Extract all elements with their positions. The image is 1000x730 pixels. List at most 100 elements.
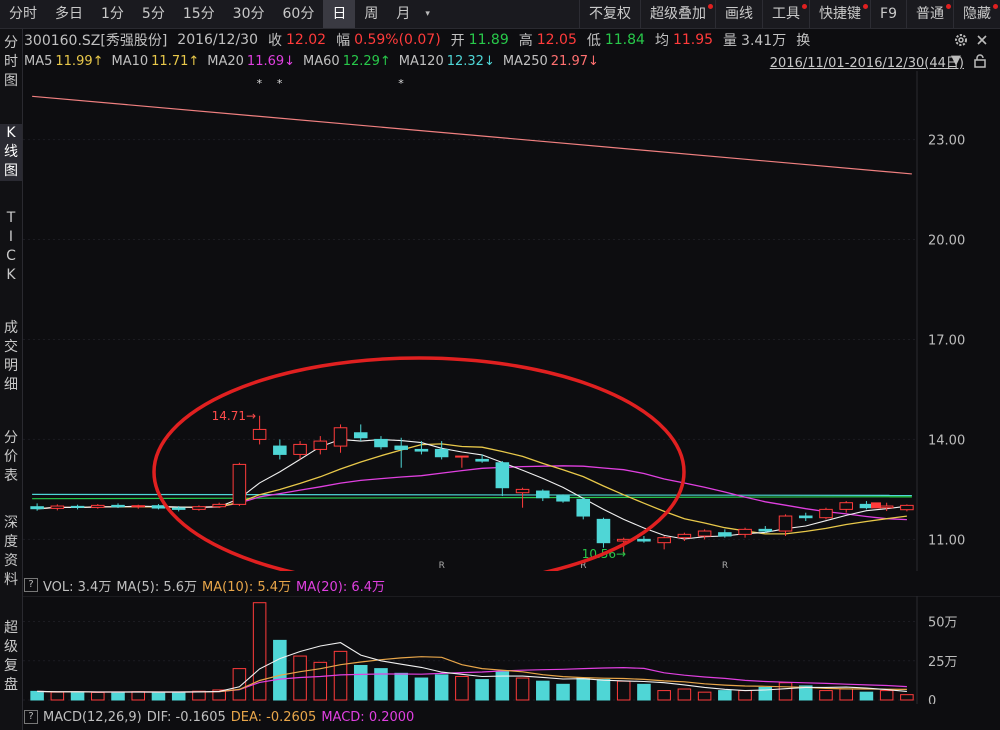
candle[interactable] [434, 441, 449, 460]
toolbar-button-7[interactable]: 隐藏 [953, 0, 1000, 28]
candle[interactable] [495, 461, 510, 497]
period-tab-0[interactable]: 分时 [9, 6, 37, 22]
candle-body [596, 518, 611, 544]
candle[interactable] [171, 506, 186, 512]
candle[interactable] [70, 504, 85, 510]
toolbar-button-3[interactable]: 工具 [762, 0, 809, 28]
candle[interactable] [293, 441, 307, 460]
volume-bar [677, 688, 692, 701]
candle[interactable] [414, 441, 429, 455]
candle[interactable] [819, 507, 833, 520]
volume-bar [798, 685, 813, 701]
candle[interactable] [212, 502, 226, 509]
volume-chart[interactable]: 50万 25万 0 [23, 596, 1000, 704]
candle[interactable] [758, 526, 773, 533]
period-tab-4[interactable]: 15分 [182, 6, 215, 22]
sidebar-tab-6[interactable]: 超级复盘 [4, 620, 18, 693]
collapse-arrow-icon[interactable]: ▼ [951, 53, 961, 68]
ma20-line [37, 465, 907, 521]
gear-icon[interactable] [953, 32, 969, 48]
candle[interactable] [859, 501, 874, 510]
high-value: 12.05 [536, 32, 577, 48]
period-tab-9[interactable]: 月 [396, 6, 411, 22]
period-tab-1[interactable]: 多日 [55, 6, 83, 22]
sidebar-tab-5[interactable]: 深度资料 [4, 515, 18, 588]
sidebar-tab-4[interactable]: 分价表 [4, 430, 18, 484]
volume-bar [252, 602, 267, 701]
help-icon[interactable]: ? [24, 578, 38, 592]
candle[interactable] [353, 424, 368, 442]
close-icon[interactable] [976, 34, 988, 46]
candle[interactable] [30, 503, 44, 511]
volume-bar [414, 677, 429, 701]
candle[interactable] [879, 502, 894, 512]
candle[interactable] [394, 437, 408, 468]
vol-y-tick-label: 25万 [928, 655, 958, 670]
period-tab-6[interactable]: 60分 [282, 6, 315, 22]
change-label: 幅 [336, 33, 351, 49]
candle[interactable] [697, 529, 712, 540]
candle[interactable] [738, 527, 752, 538]
macd-help-icon[interactable]: ? [24, 710, 38, 724]
candle[interactable] [252, 415, 267, 445]
candle-body [576, 498, 591, 517]
toolbar-button-0[interactable]: 不复权 [579, 0, 640, 28]
ma10-line [37, 443, 907, 535]
candle[interactable] [333, 424, 348, 453]
candle[interactable] [151, 504, 166, 510]
candle-body [657, 537, 671, 544]
sidebar-tab-0[interactable]: 分时图 [4, 35, 18, 89]
candle[interactable] [718, 529, 732, 538]
toolbar-button-4[interactable]: 快捷键 [809, 0, 870, 28]
period-tab-8[interactable]: 周 [364, 6, 379, 22]
candle[interactable] [556, 494, 570, 503]
period-tab-7[interactable]: 日 [323, 0, 356, 28]
candle[interactable] [273, 439, 287, 460]
candle[interactable] [192, 505, 206, 511]
candle[interactable] [637, 536, 651, 543]
candle[interactable] [515, 487, 530, 508]
candle[interactable] [596, 517, 611, 548]
candle[interactable] [677, 532, 692, 542]
toolbar-button-5[interactable]: F9 [870, 0, 906, 28]
period-tab-3[interactable]: 5分 [141, 6, 165, 22]
date-range[interactable]: 2016/11/01-2016/12/30(44日) [769, 56, 964, 71]
candle[interactable] [232, 462, 247, 507]
candle[interactable] [536, 489, 550, 502]
candle-body [171, 507, 186, 510]
candle[interactable] [778, 514, 793, 537]
candle[interactable] [111, 503, 125, 509]
period-dropdown-icon[interactable]: ▾ [425, 9, 430, 19]
candle[interactable] [657, 536, 671, 550]
period-tab-2[interactable]: 1分 [101, 6, 124, 22]
volume-bar [273, 639, 287, 701]
candle[interactable] [475, 454, 489, 463]
lock-icon[interactable] [974, 54, 986, 68]
candle[interactable] [839, 501, 853, 513]
toolbar-button-1[interactable]: 超级叠加 [640, 0, 715, 28]
macd-value: MACD: 0.2000 [321, 709, 415, 725]
volume-bar [171, 691, 186, 701]
toolbar-button-6[interactable]: 普通 [906, 0, 953, 28]
candle[interactable] [131, 504, 146, 509]
avg-label: 均 [654, 33, 669, 49]
toolbar-button-2[interactable]: 画线 [715, 0, 762, 28]
candle[interactable] [576, 497, 591, 520]
candle[interactable] [374, 436, 388, 450]
candle[interactable] [455, 455, 469, 468]
volume-bar [515, 677, 530, 701]
candle[interactable] [91, 504, 105, 509]
candle[interactable] [900, 504, 914, 512]
candle[interactable] [313, 436, 328, 455]
volume-bar [879, 690, 894, 701]
volume-bar [131, 691, 146, 701]
candle[interactable] [798, 512, 813, 522]
candle-body [232, 463, 247, 505]
period-tab-5[interactable]: 30分 [232, 6, 265, 22]
candle-body [697, 530, 712, 537]
sidebar-tab-3[interactable]: 成交明细 [4, 320, 18, 393]
candle[interactable] [50, 504, 65, 511]
